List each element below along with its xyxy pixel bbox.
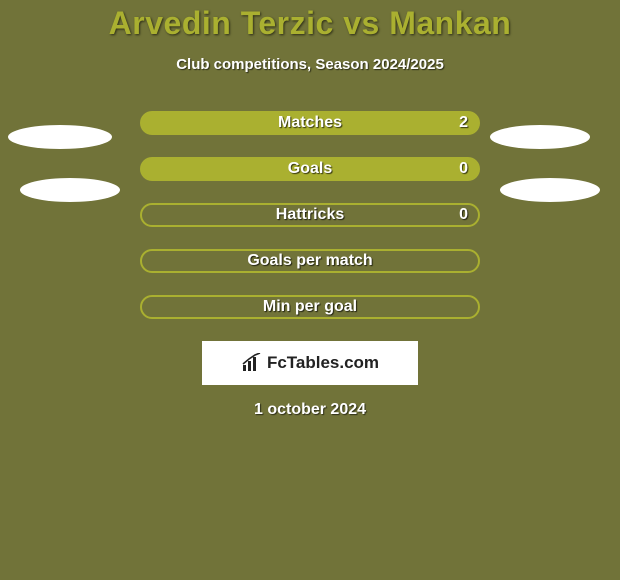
stat-value: 2 [459,114,468,132]
stat-row-goals-per-match: Goals per match [0,249,620,273]
stat-label: Goals [288,160,332,178]
stat-label: Goals per match [247,252,372,270]
stat-row-hattricks: Hattricks 0 [0,203,620,227]
stat-label: Hattricks [276,206,344,224]
stat-row-matches: Matches 2 [0,111,620,135]
stat-bar: Hattricks 0 [140,203,480,227]
stat-bar: Goals per match [140,249,480,273]
stat-value: 0 [459,206,468,224]
brand-badge: FcTables.com [202,341,418,385]
page-title: Arvedin Terzic vs Mankan [0,0,620,42]
stat-value: 0 [459,160,468,178]
stat-row-min-per-goal: Min per goal [0,295,620,319]
brand-name: FcTables.com [267,353,379,373]
snapshot-date: 1 october 2024 [0,401,620,419]
subtitle: Club competitions, Season 2024/2025 [0,56,620,73]
stat-bar: Matches 2 [140,111,480,135]
player-right-marker-2 [500,178,600,202]
bar-chart-icon [241,353,263,373]
comparison-panel: Arvedin Terzic vs Mankan Club competitio… [0,0,620,580]
stat-label: Min per goal [263,298,357,316]
stat-row-goals: Goals 0 [0,157,620,181]
stat-label: Matches [278,114,342,132]
stat-bar: Min per goal [140,295,480,319]
player-left-marker-2 [20,178,120,202]
stat-bar: Goals 0 [140,157,480,181]
